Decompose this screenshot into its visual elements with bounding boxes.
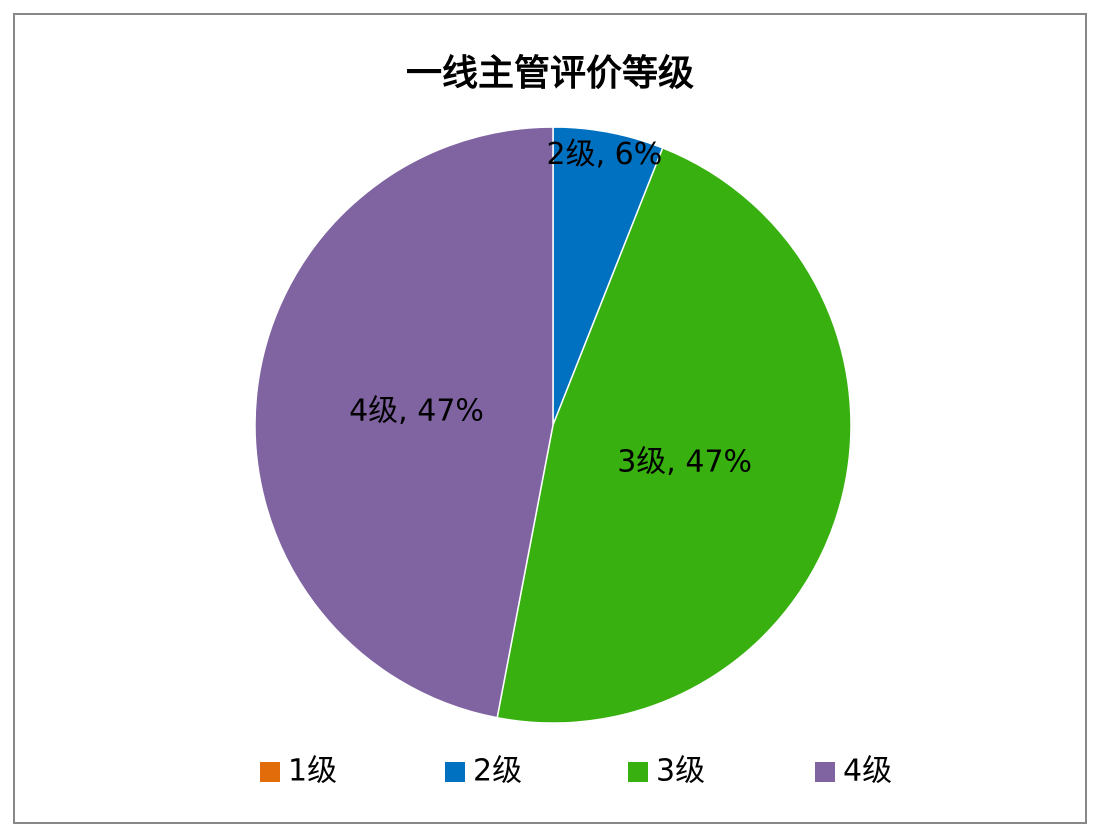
legend-label: 3级 (656, 754, 705, 789)
legend-swatch (815, 762, 835, 782)
legend-label: 1级 (288, 754, 337, 789)
legend-swatch (260, 762, 280, 782)
legend-label: 2级 (473, 754, 522, 789)
chart-title: 一线主管评价等级 (406, 53, 694, 94)
data-label: 4级, 47% (349, 394, 484, 429)
legend-swatch (628, 762, 648, 782)
pie-slice (496, 146, 852, 724)
legend-label: 4级 (843, 754, 892, 789)
data-label: 3级, 47% (617, 445, 752, 480)
data-label: 2级, 6% (546, 137, 662, 172)
legend-swatch (445, 762, 465, 782)
pie-slice (254, 126, 554, 719)
